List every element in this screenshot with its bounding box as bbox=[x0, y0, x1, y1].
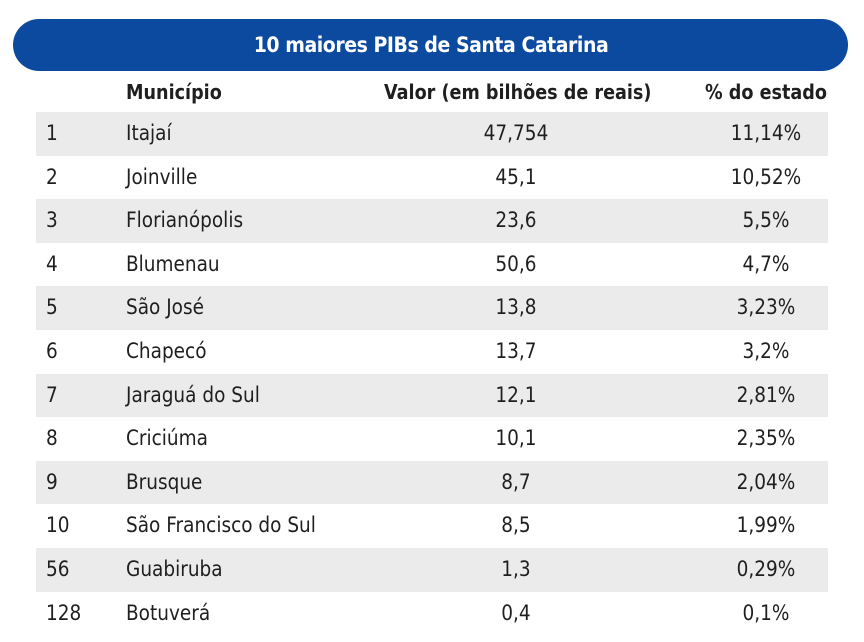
header-percentual: % do estado bbox=[705, 80, 827, 104]
cell-municipio: Joinville bbox=[126, 164, 198, 189]
table-row: 5 São José 13,8 3,23% bbox=[36, 286, 828, 330]
cell-valor: 8,7 bbox=[501, 469, 531, 494]
cell-rank: 128 bbox=[46, 600, 82, 625]
cell-valor: 12,1 bbox=[495, 382, 537, 407]
cell-valor: 13,7 bbox=[495, 338, 537, 363]
cell-municipio: Criciúma bbox=[126, 426, 208, 451]
table-row: 7 Jaraguá do Sul 12,1 2,81% bbox=[36, 373, 828, 418]
cell-percentual: 0,29% bbox=[736, 556, 796, 581]
cell-percentual: 11,14% bbox=[730, 121, 802, 145]
cell-municipio: Botuverá bbox=[126, 600, 211, 625]
cell-municipio: Guabiruba bbox=[126, 556, 223, 581]
cell-valor: 23,6 bbox=[495, 208, 537, 233]
cell-municipio: São José bbox=[126, 295, 204, 320]
cell-rank: 9 bbox=[46, 469, 58, 494]
header-municipio: Município bbox=[126, 80, 222, 104]
cell-percentual: 1,99% bbox=[736, 513, 796, 538]
table-header: Município Valor (em bilhões de reais) % … bbox=[36, 72, 828, 112]
cell-rank: 56 bbox=[46, 556, 70, 581]
table-row: 3 Florianópolis 23,6 5,5% bbox=[36, 199, 828, 243]
cell-percentual: 0,1% bbox=[742, 600, 790, 625]
cell-valor: 0,4 bbox=[501, 600, 531, 625]
cell-rank: 2 bbox=[46, 164, 58, 189]
cell-municipio: Itajaí bbox=[126, 121, 172, 145]
table-row: 8 Criciúma 10,1 2,35% bbox=[36, 417, 828, 461]
table-row: 2 Joinville 45,1 10,52% bbox=[36, 156, 828, 200]
table-title: 10 maiores PIBs de Santa Catarina bbox=[253, 33, 608, 57]
cell-municipio: Blumenau bbox=[126, 251, 220, 276]
cell-valor: 47,754 bbox=[483, 121, 549, 145]
table-row: 128 Botuverá 0,4 0,1% bbox=[36, 592, 828, 636]
cell-percentual: 4,7% bbox=[742, 251, 790, 276]
cell-percentual: 5,5% bbox=[742, 208, 790, 233]
cell-municipio: Florianópolis bbox=[126, 208, 244, 233]
cell-rank: 10 bbox=[46, 513, 70, 538]
cell-percentual: 2,35% bbox=[736, 426, 796, 451]
table-row: 10 São Francisco do Sul 8,5 1,99% bbox=[36, 504, 828, 548]
cell-valor: 45,1 bbox=[495, 164, 537, 189]
cell-rank: 7 bbox=[46, 382, 58, 407]
cell-rank: 5 bbox=[46, 295, 58, 320]
table-row: 1 Itajaí 47,754 11,14% bbox=[36, 112, 828, 156]
cell-percentual: 2,04% bbox=[736, 469, 796, 494]
cell-rank: 6 bbox=[46, 338, 58, 363]
table-body: 1 Itajaí 47,754 11,14% 2 Joinville 45,1 10,52% 3… bbox=[36, 112, 828, 635]
cell-rank: 3 bbox=[46, 208, 58, 233]
cell-rank: 4 bbox=[46, 251, 58, 276]
cell-percentual: 10,52% bbox=[730, 164, 802, 189]
cell-percentual: 3,23% bbox=[736, 295, 796, 320]
table-row: 6 Chapecó 13,7 3,2% bbox=[36, 330, 828, 374]
cell-rank: 8 bbox=[46, 426, 58, 451]
cell-municipio: Jaraguá do Sul bbox=[126, 382, 260, 407]
table-row: 4 Blumenau 50,6 4,7% bbox=[36, 243, 828, 287]
cell-municipio: Brusque bbox=[126, 469, 203, 494]
cell-percentual: 2,81% bbox=[736, 382, 796, 407]
header-valor: Valor (em bilhões de reais) bbox=[384, 80, 652, 104]
cell-valor: 13,8 bbox=[495, 295, 537, 320]
table-row: 56 Guabiruba 1,3 0,29% bbox=[36, 547, 828, 592]
cell-municipio: Chapecó bbox=[126, 338, 207, 363]
cell-municipio: São Francisco do Sul bbox=[126, 513, 316, 538]
cell-percentual: 3,2% bbox=[742, 338, 790, 363]
cell-valor: 8,5 bbox=[501, 513, 531, 538]
title-bar: 10 maiores PIBs de Santa Catarina bbox=[13, 19, 848, 71]
cell-valor: 1,3 bbox=[501, 556, 531, 581]
cell-rank: 1 bbox=[46, 121, 58, 145]
table-row: 9 Brusque 8,7 2,04% bbox=[36, 460, 828, 505]
cell-valor: 50,6 bbox=[495, 251, 537, 276]
cell-valor: 10,1 bbox=[495, 426, 537, 451]
